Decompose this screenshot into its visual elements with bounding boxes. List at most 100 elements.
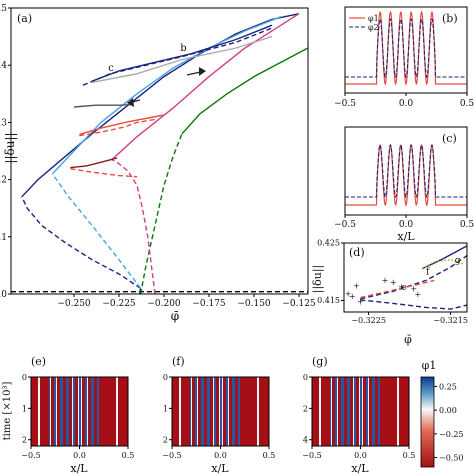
hm-e-column bbox=[97, 377, 99, 446]
hm-g-column bbox=[384, 377, 386, 446]
hm-f-column bbox=[214, 377, 216, 446]
hm-e-column bbox=[54, 377, 56, 446]
hm-g-column bbox=[341, 377, 343, 446]
colorbar-tick-label: −0.25 bbox=[439, 430, 464, 439]
hm-g-column bbox=[312, 377, 314, 446]
panel-a-ticks: −0.250 −0.225 −0.200 −0.175 −0.150 −0.125 0.0 0… bbox=[0, 4, 316, 309]
panel-a-x-tick-label: −0.125 bbox=[282, 299, 316, 309]
hm-f-column bbox=[244, 377, 246, 446]
panel-a-frame bbox=[10, 7, 309, 295]
hm-f-column bbox=[267, 377, 269, 446]
hm-f-column bbox=[172, 377, 174, 446]
hm-g-column bbox=[407, 377, 409, 446]
hm-f-column bbox=[240, 377, 242, 446]
hm-g-column bbox=[323, 377, 325, 446]
hm-f-column bbox=[258, 377, 260, 446]
hm-e-column bbox=[42, 377, 44, 446]
panel-b: (b) φ1 φ2 −0.5 0.0 0.5 bbox=[334, 6, 474, 109]
hm-f-column bbox=[199, 377, 201, 446]
hm-g-column bbox=[375, 377, 377, 446]
hm-e-column bbox=[111, 377, 113, 446]
hm-g-column bbox=[374, 377, 376, 446]
hm-f-column bbox=[208, 377, 210, 446]
panel-g-x-label: x/L bbox=[351, 462, 369, 475]
hm-f-column bbox=[226, 377, 228, 446]
panel-d-annotation: e bbox=[401, 283, 406, 293]
hm-e-column bbox=[90, 377, 92, 446]
hm-f-column bbox=[193, 377, 195, 446]
hm-e-column bbox=[65, 377, 67, 446]
panel-a-series-7 bbox=[51, 15, 282, 175]
panel-a-series-2 bbox=[181, 47, 309, 135]
panel-b-x-ticks: −0.5 0.0 0.5 bbox=[334, 93, 474, 109]
panel-d-y-label: ||δu|| bbox=[311, 265, 325, 294]
hm-f-column bbox=[217, 377, 219, 446]
hm-g-column bbox=[337, 377, 339, 446]
hm-e-column bbox=[87, 377, 89, 446]
hm-f-column bbox=[239, 377, 241, 446]
hm-g-column bbox=[322, 377, 324, 446]
hm-g-column bbox=[395, 377, 397, 446]
hm-g-column bbox=[389, 377, 391, 446]
hm-f-column bbox=[182, 377, 184, 446]
hm-e-column bbox=[47, 377, 49, 446]
hm-e-column bbox=[123, 377, 125, 446]
hm-g-column bbox=[405, 377, 407, 446]
hm-f-column bbox=[229, 377, 231, 446]
colorbar: φ1 0.25 0.00 −0.25 −0.50 bbox=[420, 359, 464, 468]
hm-f-column bbox=[175, 377, 177, 446]
panel-a-y-tick-label: 0.3 bbox=[0, 118, 7, 128]
hm-g-column bbox=[345, 377, 347, 446]
hm-f-column bbox=[243, 377, 245, 446]
panel-a-curves bbox=[11, 13, 309, 295]
panel-a-series-6 bbox=[51, 173, 142, 289]
hm-e-column bbox=[85, 377, 87, 446]
hm-f-column bbox=[248, 377, 250, 446]
hm-e-column bbox=[94, 377, 96, 446]
hm-g-y-tick-label: 2 bbox=[303, 404, 308, 413]
hm-g-column bbox=[316, 377, 318, 446]
hm-g-column bbox=[391, 377, 393, 446]
hm-g-column bbox=[350, 377, 352, 446]
hm-g-y-tick-label: 0 bbox=[303, 373, 308, 382]
hm-f-x-tick-label: 0.0 bbox=[214, 451, 227, 460]
hm-f-column bbox=[212, 377, 214, 446]
hm-g-column bbox=[397, 377, 399, 446]
panel-e-ticks: −0.5 0.0 0.5 0 1 2 bbox=[21, 373, 134, 460]
panel-a-series-9 bbox=[111, 13, 300, 161]
hm-f-column bbox=[266, 377, 268, 446]
hm-g-column bbox=[379, 377, 381, 446]
hm-e-column bbox=[75, 377, 77, 446]
panel-a-y-tick-label: 0.4 bbox=[0, 61, 7, 71]
hm-e-column bbox=[35, 377, 37, 446]
hm-g-column bbox=[318, 377, 320, 446]
hm-g-x-tick-label: −0.5 bbox=[302, 451, 321, 460]
hm-e-column bbox=[119, 377, 121, 446]
panel-c-label: (c) bbox=[442, 132, 457, 145]
hm-f-column bbox=[220, 377, 222, 446]
hm-f-column bbox=[233, 377, 235, 446]
hm-e-column bbox=[38, 377, 40, 446]
panel-c-series-phi2 bbox=[345, 143, 467, 199]
hm-f-column bbox=[197, 377, 199, 446]
legend-phi1: φ1 bbox=[368, 14, 379, 23]
panel-f: (f) −0.5 0.0 0.5 0 1 2 x/L bbox=[162, 355, 275, 475]
hm-e-column bbox=[63, 377, 65, 446]
panel-c-x-tick: 0.5 bbox=[460, 220, 474, 230]
panel-a-series-14 bbox=[73, 104, 132, 108]
panel-d-series-3 bbox=[360, 279, 435, 299]
hm-f-column bbox=[262, 377, 264, 446]
colorbar-tick-label: −0.50 bbox=[439, 454, 464, 463]
hm-g-column bbox=[340, 377, 342, 446]
hm-e-column bbox=[43, 377, 45, 446]
panel-e-heatmap bbox=[31, 377, 129, 446]
hm-e-x-tick-label: 0.0 bbox=[73, 451, 86, 460]
panel-d-marker: + bbox=[357, 298, 364, 307]
hm-g-column bbox=[313, 377, 315, 446]
panel-a-x-tick-label: −0.250 bbox=[57, 299, 91, 309]
hm-f-column bbox=[232, 377, 234, 446]
hm-g-column bbox=[336, 377, 338, 446]
hm-e-column bbox=[112, 377, 114, 446]
hm-f-column bbox=[196, 377, 198, 446]
hm-f-column bbox=[174, 377, 176, 446]
